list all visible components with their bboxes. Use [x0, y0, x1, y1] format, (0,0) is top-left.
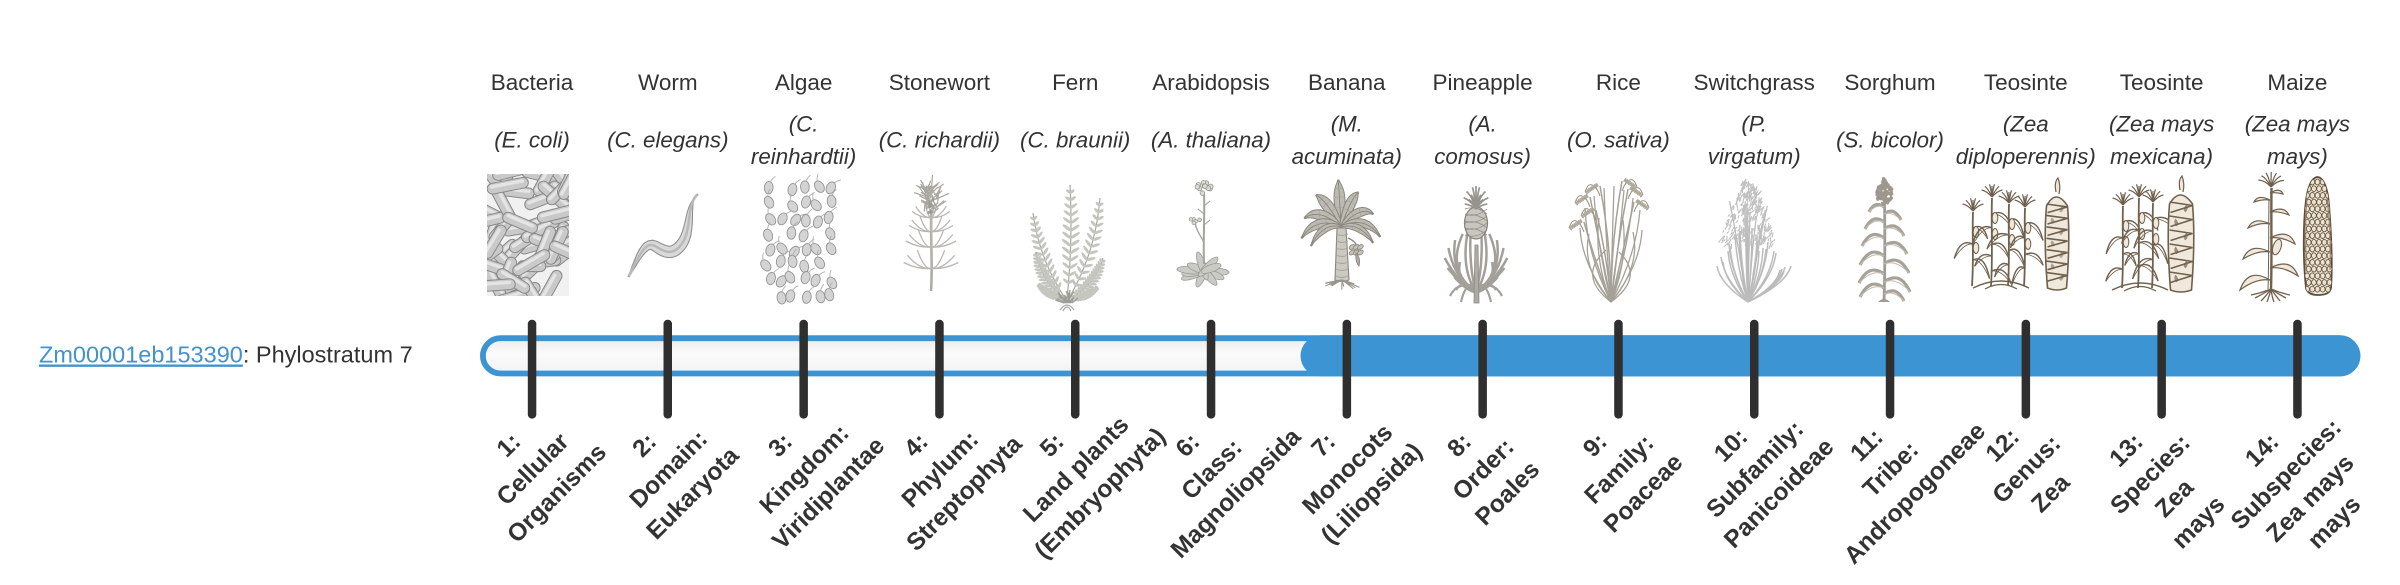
svg-text:comosus): comosus) [1434, 144, 1531, 169]
svg-text:Fern: Fern [1052, 70, 1098, 95]
svg-text:Bacteria: Bacteria [491, 70, 574, 95]
svg-text:(A.: (A. [1468, 112, 1497, 137]
svg-text:(E. coli): (E. coli) [494, 128, 570, 153]
svg-text:Algae: Algae [775, 70, 833, 95]
svg-text:Teosinte: Teosinte [2120, 70, 2204, 95]
svg-text:(P.: (P. [1741, 112, 1767, 137]
svg-text:(M.: (M. [1331, 112, 1363, 137]
svg-text:(C. elegans): (C. elegans) [607, 128, 728, 153]
svg-text:9:Family:Poaceae: 9:Family:Poaceae [1551, 401, 1688, 538]
svg-text:13:Species:Zeamays: 13:Species:Zeamays [2081, 405, 2243, 567]
svg-text:Worm: Worm [638, 70, 698, 95]
svg-text:8:Order:Poales: 8:Order:Poales [1422, 408, 1545, 531]
svg-text:12:Genus:Zea: 12:Genus:Zea [1963, 406, 2090, 533]
svg-text:(A. thaliana): (A. thaliana) [1151, 128, 1271, 153]
svg-text:Sorghum: Sorghum [1844, 70, 1935, 95]
svg-text:(C. braunii): (C. braunii) [1020, 128, 1130, 153]
svg-text:acuminata): acuminata) [1292, 144, 1402, 169]
svg-text:(C. richardii): (C. richardii) [879, 128, 1000, 153]
svg-text:Teosinte: Teosinte [1984, 70, 2068, 95]
svg-text:Zm00001eb153390: Phylostratum: Zm00001eb153390: Phylostratum 7 [39, 342, 413, 368]
svg-text:reinhardtii): reinhardtii) [751, 144, 856, 169]
svg-text:(Zea: (Zea [2003, 112, 2049, 137]
svg-text:Switchgrass: Switchgrass [1694, 70, 1815, 95]
svg-text:(Zea mays: (Zea mays [2109, 112, 2214, 137]
svg-text:virgatum): virgatum) [1708, 144, 1801, 169]
svg-text:Maize: Maize [2267, 70, 2327, 95]
svg-text:Rice: Rice [1596, 70, 1641, 95]
svg-text:Pineapple: Pineapple [1433, 70, 1533, 95]
svg-text:(O. sativa): (O. sativa) [1567, 128, 1670, 153]
svg-text:Banana: Banana [1308, 70, 1386, 95]
svg-text:mexicana): mexicana) [2110, 144, 2213, 169]
svg-text:Arabidopsis: Arabidopsis [1152, 70, 1270, 95]
svg-text:diploperennis): diploperennis) [1956, 144, 2096, 169]
svg-text:(C.: (C. [789, 112, 819, 137]
svg-text:(S. bicolor): (S. bicolor) [1836, 128, 1944, 153]
svg-text:(Zea mays: (Zea mays [2245, 112, 2350, 137]
svg-text:mays): mays) [2267, 144, 2328, 169]
svg-text:Stonewort: Stonewort [889, 70, 991, 95]
